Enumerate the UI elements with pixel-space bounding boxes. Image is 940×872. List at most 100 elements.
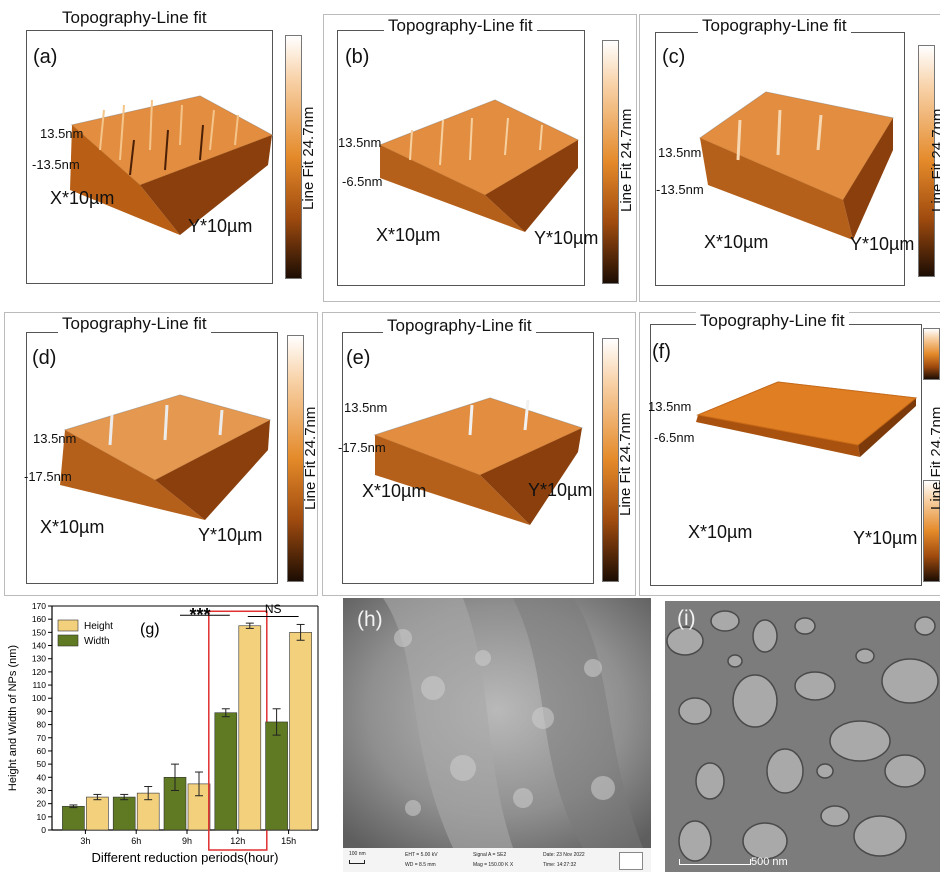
panel-b: Topography-Line fit (b) 13.5nm -6.5nm X*… <box>320 0 638 302</box>
panel-title: Topography-Line fit <box>58 314 211 334</box>
z-top-label: 13.5nm <box>40 126 84 141</box>
colorbar <box>602 40 619 284</box>
info-bar <box>343 848 651 872</box>
colorbar-label: Line Fit 24.7nm <box>929 108 940 212</box>
y-tick-label: 160 <box>32 614 46 624</box>
colorbar-label: Line Fit 24.7nm <box>302 406 319 510</box>
y-axis-label: Y*10µm <box>850 234 915 254</box>
y-axis-label: Y*10µm <box>188 216 253 236</box>
bar-height-3h <box>86 796 109 831</box>
zeiss-logo <box>619 852 643 870</box>
scale-bar <box>349 860 365 864</box>
colorbar <box>287 335 304 582</box>
signal-value: Signal A = SE2 <box>473 852 507 858</box>
panel-border <box>322 312 636 596</box>
legend-swatch-height <box>57 619 79 632</box>
y-tick-label: 40 <box>37 772 47 782</box>
z-top-label: 13.5nm <box>338 135 382 150</box>
panel-a: Topography-Line fit (a) 13.5nm -13.5nm X… <box>0 0 320 300</box>
y-tick-label: 20 <box>37 799 47 809</box>
x-axis-label: X*10µm <box>376 225 441 245</box>
colorbar-label: Line Fit 24.7nm <box>300 106 317 210</box>
panel-label: (h) <box>357 608 383 631</box>
x-tick-label: 15h <box>281 836 296 846</box>
x-tick-label: 9h <box>182 836 192 846</box>
surface-plot <box>696 381 918 457</box>
panel-border <box>639 14 940 302</box>
plot-frame <box>650 324 922 586</box>
y-axis-label: Y*10µm <box>528 480 593 500</box>
y-tick-label: 80 <box>37 720 47 730</box>
bar-width-12h <box>214 712 238 831</box>
ns-label: NS <box>265 602 282 616</box>
scale-bar-label: 100 nm <box>349 851 366 857</box>
panel-label: (a) <box>33 46 58 68</box>
y-axis-label: Y*10µm <box>853 528 918 548</box>
z-top-label: 13.5nm <box>33 431 77 446</box>
z-bottom-label: -17.5nm <box>24 469 72 484</box>
surface-plot <box>373 397 584 525</box>
panel-title: Topography-Line fit <box>384 16 537 36</box>
panel-title: Topography-Line fit <box>383 316 536 336</box>
panel-label: (i) <box>677 607 696 630</box>
x-axis-label: X*10µm <box>362 481 427 501</box>
y-tick-label: 170 <box>32 601 46 611</box>
surface-plot <box>70 95 274 235</box>
x-tick-label: 12h <box>230 836 245 846</box>
panel-label: (d) <box>32 347 57 369</box>
panel-label: (f) <box>652 341 671 363</box>
y-tick-label: 30 <box>37 785 47 795</box>
colorbar-label: Line Fit 24.7nm <box>618 108 635 212</box>
surface-plot <box>698 91 894 240</box>
colorbar-label: Line Fit 24.7nm <box>928 406 940 510</box>
surface-plot <box>378 99 580 232</box>
x-axis-label: X*10µm <box>50 188 115 208</box>
x-tick-label: 6h <box>131 836 141 846</box>
colorbar <box>923 328 940 380</box>
scale-bar <box>679 859 751 865</box>
legend-label-height: Height <box>84 621 113 632</box>
z-bottom-label: -6.5nm <box>342 174 383 189</box>
y-axis-label: Y*10µm <box>198 525 263 545</box>
bar-height-15h <box>289 632 312 831</box>
colorbar <box>285 35 302 279</box>
x-axis-label: Different reduction periods(hour) <box>92 850 279 865</box>
colorbar <box>918 45 935 277</box>
z-bottom-label: -17.5nm <box>338 440 386 455</box>
panel-title: Topography-Line fit <box>696 311 849 331</box>
z-bottom-label: -13.5nm <box>32 157 80 172</box>
panel-label: (c) <box>662 46 686 68</box>
wd-value: WD = 8.5 mm <box>405 862 436 868</box>
colorbar-label: Line Fit 24.7nm <box>617 412 634 516</box>
y-tick-label: 150 <box>32 627 46 637</box>
z-top-label: 13.5nm <box>658 145 702 160</box>
scale-bar-label: 500 nm <box>751 856 788 868</box>
significance-stars: *** <box>189 605 210 625</box>
y-tick-label: 120 <box>32 667 46 677</box>
y-tick-label: 140 <box>32 641 46 651</box>
bar-chart: 0 10 20 30 40 50 60 70 80 90 100 110 120 130 140 150 160… <box>7 601 319 865</box>
bar-width-6h <box>112 796 136 831</box>
sem-image-h: (h) 100 nm EHT = 5.00 kV WD = 8.5 mm Sig… <box>343 598 651 872</box>
time-value: Time: 14:27:32 <box>543 862 577 868</box>
legend-label-width: Width <box>84 636 110 647</box>
panel-label: (e) <box>346 347 371 369</box>
y-tick-label: 60 <box>37 746 47 756</box>
surface-plot <box>60 394 272 520</box>
y-tick-label: 70 <box>37 733 47 743</box>
bar-height-12h <box>238 625 262 831</box>
y-tick-label: 90 <box>37 706 47 716</box>
panel-f: Topography-Line fit (f) 13.5nm -6.5nm X*… <box>638 310 940 600</box>
panel-e: Topography-Line fit (e) 13.5nm -17.5nm X… <box>320 310 638 600</box>
panel-title: Topography-Line fit <box>58 8 211 28</box>
panel-border <box>323 14 637 302</box>
mag-value: Mag = 150.00 K X <box>473 862 514 868</box>
z-bottom-label: -13.5nm <box>656 182 704 197</box>
y-tick-label: 130 <box>32 654 46 664</box>
y-tick-label: 10 <box>37 812 47 822</box>
panel-d: Topography-Line fit (d) 13.5nm -17.5nm X… <box>0 310 320 600</box>
y-tick-label: 50 <box>37 759 47 769</box>
panel-c: Topography-Line fit (c) 13.5nm -13.5nm X… <box>638 0 940 302</box>
y-tick-label: 0 <box>41 825 46 835</box>
z-top-label: 13.5nm <box>344 400 388 415</box>
